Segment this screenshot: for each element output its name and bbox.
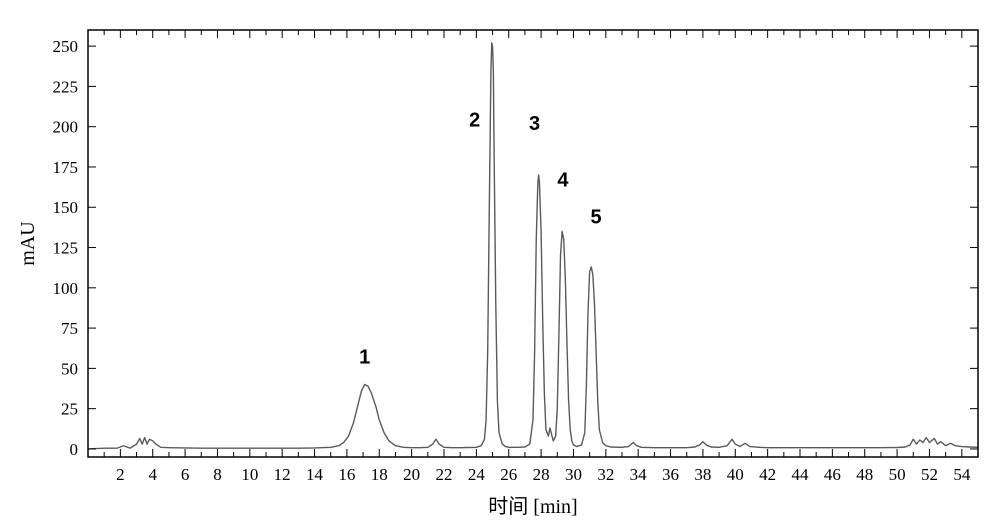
svg-text:6: 6 [181, 465, 190, 484]
svg-text:4: 4 [557, 169, 569, 191]
svg-text:42: 42 [759, 465, 776, 484]
svg-text:175: 175 [53, 158, 79, 177]
svg-text:100: 100 [53, 279, 79, 298]
chromatogram-chart: 2468101214161820222426283032343638404244… [0, 0, 1000, 527]
svg-text:14: 14 [306, 465, 324, 484]
svg-text:40: 40 [727, 465, 744, 484]
svg-text:22: 22 [436, 465, 453, 484]
svg-text:时间 [min]: 时间 [min] [488, 495, 577, 518]
svg-text:38: 38 [694, 465, 711, 484]
svg-text:1: 1 [359, 347, 370, 369]
svg-text:48: 48 [856, 465, 873, 484]
svg-text:75: 75 [61, 319, 78, 338]
svg-text:10: 10 [241, 465, 258, 484]
svg-text:225: 225 [53, 77, 79, 96]
svg-text:250: 250 [53, 37, 79, 56]
svg-text:8: 8 [213, 465, 222, 484]
svg-text:12: 12 [274, 465, 291, 484]
svg-text:2: 2 [469, 110, 480, 132]
svg-text:28: 28 [533, 465, 550, 484]
chart-svg: 2468101214161820222426283032343638404244… [0, 0, 1000, 527]
svg-text:34: 34 [630, 465, 648, 484]
svg-text:46: 46 [824, 465, 841, 484]
svg-text:125: 125 [53, 238, 79, 257]
svg-text:5: 5 [591, 206, 602, 228]
svg-text:50: 50 [61, 359, 78, 378]
svg-text:52: 52 [921, 465, 938, 484]
svg-text:32: 32 [597, 465, 614, 484]
svg-text:4: 4 [148, 465, 157, 484]
svg-text:24: 24 [468, 465, 486, 484]
svg-text:30: 30 [565, 465, 582, 484]
svg-text:44: 44 [792, 465, 810, 484]
svg-text:200: 200 [53, 118, 79, 137]
svg-text:36: 36 [662, 465, 679, 484]
svg-text:20: 20 [403, 465, 420, 484]
svg-text:2: 2 [116, 465, 125, 484]
svg-text:25: 25 [61, 400, 78, 419]
svg-text:mAU: mAU [17, 221, 39, 266]
svg-text:3: 3 [529, 113, 540, 135]
svg-text:150: 150 [53, 198, 79, 217]
svg-text:0: 0 [70, 440, 79, 459]
svg-text:18: 18 [371, 465, 388, 484]
svg-text:16: 16 [338, 465, 355, 484]
svg-text:54: 54 [953, 465, 971, 484]
svg-text:50: 50 [889, 465, 906, 484]
svg-text:26: 26 [500, 465, 517, 484]
